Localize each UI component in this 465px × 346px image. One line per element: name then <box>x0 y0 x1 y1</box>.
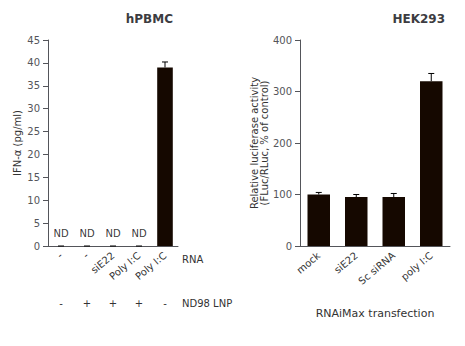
svg-text:hPBMC: hPBMC <box>126 12 173 26</box>
svg-text:HEK293: HEK293 <box>392 12 445 26</box>
svg-text:Sc siRNA: Sc siRNA <box>356 250 397 287</box>
svg-text:+: + <box>135 298 143 309</box>
svg-text:IFN-α (pg/ml): IFN-α (pg/ml) <box>12 110 23 176</box>
svg-text:400: 400 <box>273 35 292 46</box>
svg-text:+: + <box>83 298 91 309</box>
svg-text:-: - <box>55 250 65 261</box>
svg-text:Relative luciferase activity: Relative luciferase activity <box>248 76 260 210</box>
svg-text:Poly I:C: Poly I:C <box>133 250 168 282</box>
svg-text:5: 5 <box>34 218 40 229</box>
svg-text:ND: ND <box>53 228 68 239</box>
svg-text:-: - <box>59 298 63 309</box>
svg-text:siE22: siE22 <box>88 249 117 276</box>
svg-text:ND: ND <box>105 228 120 239</box>
svg-text:-: - <box>81 250 91 261</box>
svg-text:ND: ND <box>131 228 146 239</box>
svg-text:100: 100 <box>273 189 292 200</box>
svg-text:ND98 LNP: ND98 LNP <box>182 298 232 309</box>
svg-text:25: 25 <box>27 126 40 137</box>
svg-text:45: 45 <box>27 35 40 46</box>
svg-text:10: 10 <box>27 195 40 206</box>
svg-text:+: + <box>109 298 117 309</box>
svg-text:Poly I:C: Poly I:C <box>107 249 143 282</box>
svg-text:30: 30 <box>27 103 40 114</box>
svg-text:ND: ND <box>79 228 94 239</box>
svg-text:poly I:C: poly I:C <box>399 250 435 283</box>
svg-text:(FLuc/RLuc, % of control): (FLuc/RLuc, % of control) <box>259 80 270 205</box>
svg-text:35: 35 <box>27 80 40 91</box>
svg-text:40: 40 <box>27 57 40 68</box>
svg-text:-: - <box>163 298 167 309</box>
svg-text:mock: mock <box>294 250 322 276</box>
svg-text:siE22: siE22 <box>332 250 360 276</box>
svg-text:0: 0 <box>286 241 292 252</box>
svg-text:300: 300 <box>273 86 292 97</box>
svg-text:0: 0 <box>34 241 40 252</box>
svg-text:RNA: RNA <box>182 254 203 265</box>
svg-text:20: 20 <box>27 149 40 160</box>
svg-text:15: 15 <box>27 172 40 183</box>
svg-text:200: 200 <box>273 138 292 149</box>
svg-text:RNAiMax transfection: RNAiMax transfection <box>316 307 435 320</box>
